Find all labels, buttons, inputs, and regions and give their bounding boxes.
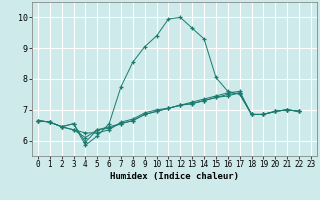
X-axis label: Humidex (Indice chaleur): Humidex (Indice chaleur) [110,172,239,181]
